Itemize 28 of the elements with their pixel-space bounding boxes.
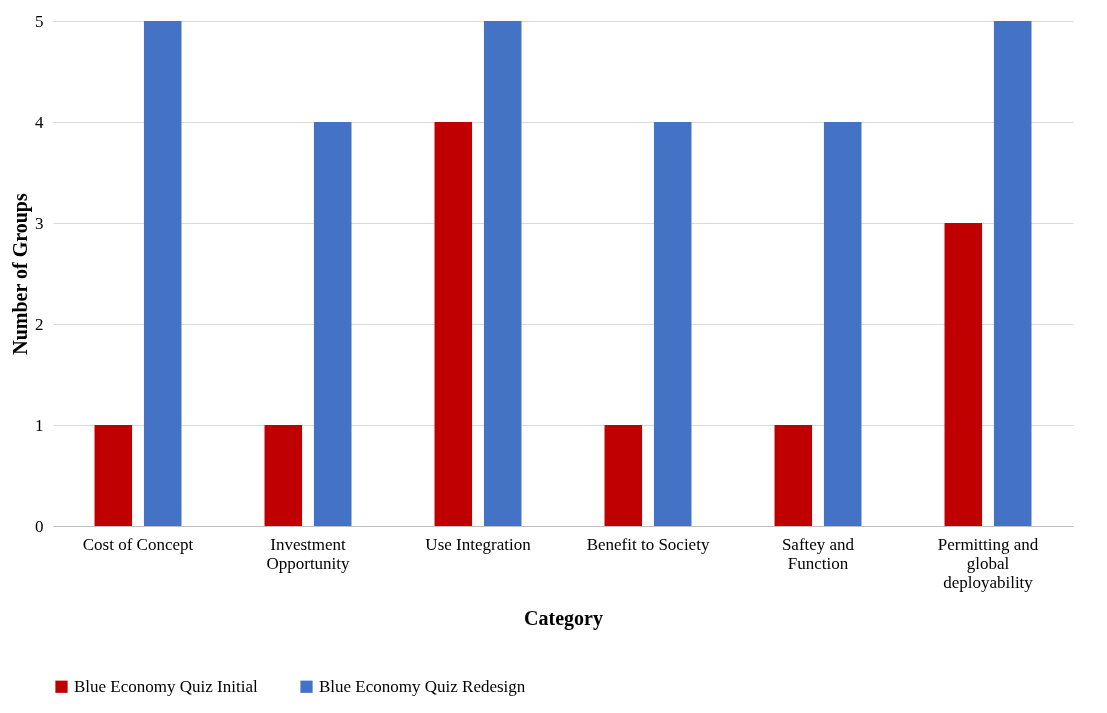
bar (434, 122, 473, 526)
x-tick-label: Saftey and Function (781, 534, 855, 573)
bar (94, 425, 133, 526)
x-tick-label: Permitting and global deployability (937, 534, 1039, 592)
legend-label: Blue Economy Quiz Redesign (319, 676, 526, 696)
bar (774, 425, 813, 526)
x-tick-label: Cost of Concept (82, 534, 194, 554)
y-tick-label: 2 (35, 314, 44, 334)
bar (604, 425, 643, 526)
x-axis-title: Category (524, 606, 603, 630)
y-axis-title: Number of Groups (9, 193, 32, 355)
bar (483, 21, 522, 526)
y-tick-label: 3 (35, 213, 44, 233)
bar (993, 21, 1032, 526)
x-tick-label: Investment Opportunity (266, 534, 351, 573)
y-tick-label: 0 (35, 516, 44, 536)
bar (143, 21, 182, 526)
bar (823, 122, 862, 526)
legend-label: Blue Economy Quiz Initial (74, 676, 258, 696)
bar (264, 425, 303, 526)
y-tick-label: 4 (35, 112, 44, 132)
bar (653, 122, 692, 526)
bar (944, 223, 983, 526)
y-tick-label: 1 (35, 415, 44, 435)
y-tick-label: 5 (35, 11, 44, 31)
x-tick-label: Use Integration (425, 534, 532, 554)
bar (313, 122, 352, 526)
x-tick-label: Benefit to Society (586, 534, 710, 554)
